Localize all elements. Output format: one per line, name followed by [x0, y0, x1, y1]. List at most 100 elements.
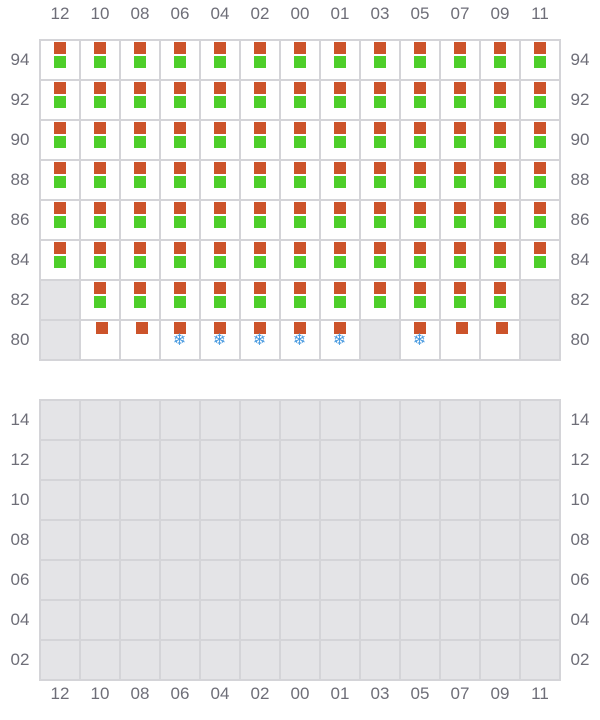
- slot-cell[interactable]: [440, 200, 479, 239]
- slot-cell[interactable]: [40, 120, 79, 159]
- slot-cell[interactable]: [120, 80, 159, 119]
- slot-cell[interactable]: [360, 160, 399, 199]
- slot-cell[interactable]: [280, 200, 319, 239]
- slot-cell[interactable]: [160, 240, 199, 279]
- slot-cell[interactable]: [200, 160, 239, 199]
- slot-cell[interactable]: [80, 120, 119, 159]
- slot-cell[interactable]: [400, 80, 439, 119]
- slot-cell[interactable]: [520, 240, 559, 279]
- slot-cell[interactable]: [280, 120, 319, 159]
- slot-cell[interactable]: [440, 240, 479, 279]
- slot-cell[interactable]: [480, 80, 519, 119]
- slot-cell[interactable]: [160, 280, 199, 319]
- slot-cell[interactable]: [480, 240, 519, 279]
- slot-cell[interactable]: [80, 280, 119, 319]
- slot-cell[interactable]: [160, 160, 199, 199]
- slot-cell[interactable]: [120, 240, 159, 279]
- slot-cell[interactable]: [40, 40, 79, 79]
- slot-cell[interactable]: [360, 280, 399, 319]
- slot-cell[interactable]: [480, 280, 519, 319]
- slot-cell[interactable]: [280, 80, 319, 119]
- slot-cell[interactable]: [440, 280, 479, 319]
- slot-cell[interactable]: [400, 240, 439, 279]
- slot-cell[interactable]: [160, 80, 199, 119]
- slot-cell[interactable]: [200, 40, 239, 79]
- slot-cell[interactable]: [480, 320, 519, 359]
- slot-cell[interactable]: [360, 200, 399, 239]
- slot-cell[interactable]: [240, 40, 279, 79]
- slot-cell[interactable]: [240, 160, 279, 199]
- slot-cell[interactable]: ❄: [400, 320, 439, 359]
- slot-cell[interactable]: [280, 240, 319, 279]
- slot-cell[interactable]: [160, 120, 199, 159]
- slot-cell[interactable]: [120, 200, 159, 239]
- slot-cell[interactable]: [40, 200, 79, 239]
- slot-cell[interactable]: ❄: [160, 320, 199, 359]
- slot-cell[interactable]: [80, 40, 119, 79]
- slot-cell[interactable]: [80, 160, 119, 199]
- slot-cell[interactable]: [400, 40, 439, 79]
- slot-cell[interactable]: [80, 80, 119, 119]
- slot-cell[interactable]: [240, 200, 279, 239]
- slot-cell[interactable]: [440, 120, 479, 159]
- slot-cell[interactable]: [520, 160, 559, 199]
- slot-cell[interactable]: [440, 40, 479, 79]
- slot-cell[interactable]: [160, 40, 199, 79]
- slot-cell[interactable]: [280, 280, 319, 319]
- slot-cell[interactable]: [440, 160, 479, 199]
- slot-cell[interactable]: [360, 240, 399, 279]
- slot-cell[interactable]: ❄: [280, 320, 319, 359]
- slot-cell[interactable]: [360, 80, 399, 119]
- slot-cell[interactable]: [320, 200, 359, 239]
- slot-cell[interactable]: [320, 160, 359, 199]
- slot-cell[interactable]: [320, 40, 359, 79]
- slot-cell[interactable]: [480, 200, 519, 239]
- slot-cell[interactable]: [240, 240, 279, 279]
- slot-cell[interactable]: [160, 200, 199, 239]
- slot-cell[interactable]: [360, 40, 399, 79]
- slot-cell[interactable]: [400, 120, 439, 159]
- slot-cell[interactable]: [360, 120, 399, 159]
- slot-cell[interactable]: [320, 120, 359, 159]
- slot-cell[interactable]: ❄: [240, 320, 279, 359]
- slot-cell[interactable]: [440, 80, 479, 119]
- slot-cell[interactable]: [280, 160, 319, 199]
- slot-cell[interactable]: [80, 200, 119, 239]
- slot-cell[interactable]: [240, 80, 279, 119]
- slot-cell[interactable]: [240, 120, 279, 159]
- slot-cell[interactable]: [520, 80, 559, 119]
- slot-cell[interactable]: [40, 160, 79, 199]
- slot-cell[interactable]: [520, 120, 559, 159]
- slot-cell[interactable]: [120, 320, 159, 359]
- slot-cell[interactable]: [200, 280, 239, 319]
- slot-cell[interactable]: [520, 200, 559, 239]
- slot-cell[interactable]: [40, 240, 79, 279]
- slot-cell[interactable]: [400, 200, 439, 239]
- slot-cell[interactable]: [200, 200, 239, 239]
- slot-cell[interactable]: [320, 80, 359, 119]
- slot-cell[interactable]: [120, 280, 159, 319]
- slot-cell[interactable]: [520, 40, 559, 79]
- slot-cell[interactable]: [120, 120, 159, 159]
- slot-cell[interactable]: [480, 40, 519, 79]
- slot-cell[interactable]: [320, 280, 359, 319]
- slot-cell[interactable]: ❄: [320, 320, 359, 359]
- slot-cell[interactable]: [240, 280, 279, 319]
- slot-cell[interactable]: ❄: [200, 320, 239, 359]
- slot-cell[interactable]: [480, 120, 519, 159]
- slot-cell[interactable]: [400, 160, 439, 199]
- slot-cell[interactable]: [200, 80, 239, 119]
- slot-cell[interactable]: [80, 320, 119, 359]
- slot-cell[interactable]: [320, 240, 359, 279]
- slot-cell[interactable]: [200, 240, 239, 279]
- orange-marker: [173, 81, 186, 94]
- slot-cell[interactable]: [480, 160, 519, 199]
- slot-cell[interactable]: [280, 40, 319, 79]
- slot-cell[interactable]: [80, 240, 119, 279]
- slot-cell[interactable]: [120, 40, 159, 79]
- slot-cell[interactable]: [120, 160, 159, 199]
- slot-cell[interactable]: [440, 320, 479, 359]
- slot-cell[interactable]: [40, 80, 79, 119]
- slot-cell[interactable]: [200, 120, 239, 159]
- slot-cell[interactable]: [400, 280, 439, 319]
